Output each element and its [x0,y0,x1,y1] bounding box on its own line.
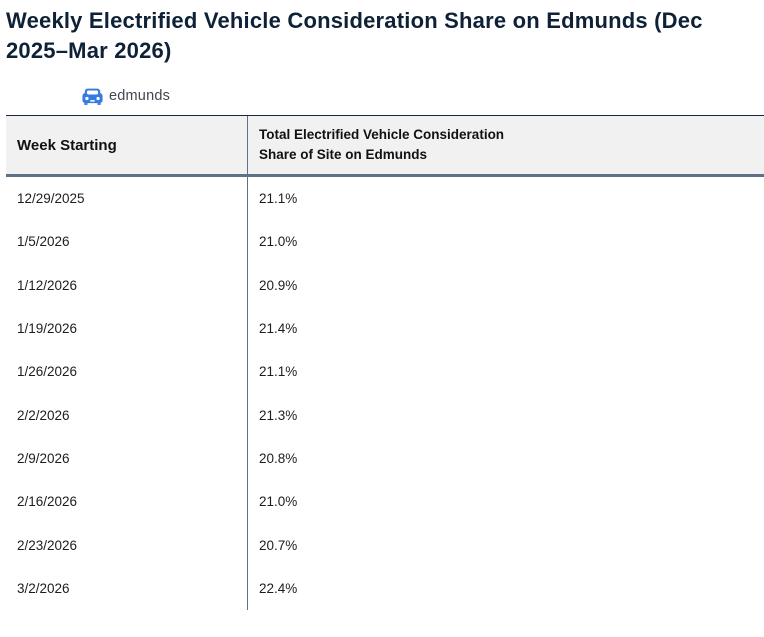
column-header-consideration-share: Total Electrified Vehicle Consideration … [247,116,764,174]
source-name: edmunds [109,88,171,104]
share-cell: 21.0% [247,220,764,264]
share-cell: 22.4% [247,566,764,610]
week-cell: 1/26/2026 [17,364,78,380]
week-cell: 2/16/2026 [17,494,78,510]
share-cell: 21.3% [247,393,764,437]
table-row: 1/26/2026 21.1% [6,350,764,394]
week-cell: 1/12/2026 [17,277,78,293]
share-cell: 20.7% [247,523,764,567]
share-cell: 21.4% [247,306,764,351]
week-cell: 2/23/2026 [17,537,78,553]
table-row: 2/2/2026 21.3% [6,393,764,437]
table-row: 2/9/2026 20.8% [6,436,764,481]
table-row: 1/12/2026 20.9% [6,263,764,307]
table-header-row: Week Starting Total Electrified Vehicle … [6,116,764,177]
share-cell: 21.1% [247,177,764,221]
table-row: 2/23/2026 20.7% [6,523,764,567]
share-cell: 20.9% [247,263,764,307]
share-cell: 20.8% [247,436,764,481]
week-cell: 2/9/2026 [17,450,70,466]
week-cell: 3/2/2026 [17,580,70,596]
week-cell: 1/5/2026 [17,234,70,250]
table-row: 1/5/2026 21.0% [6,220,764,264]
week-cell: 2/2/2026 [17,407,70,423]
table-row: 1/19/2026 21.4% [6,306,764,351]
share-cell: 21.1% [247,350,764,394]
column-header-week-starting: Week Starting [17,136,117,154]
table-row: 12/29/2025 21.1% [6,177,764,221]
source-attribution: edmunds [82,86,764,106]
column-header-line1: Total Electrified Vehicle Consideration [259,127,505,142]
table-body: 12/29/2025 21.1% 1/5/2026 21.0% 1/12/202… [6,177,764,610]
week-cell: 12/29/2025 [17,191,85,207]
table-row: 3/2/2026 22.4% [6,566,764,610]
week-cell: 1/19/2026 [17,321,78,337]
page-title: Weekly Electrified Vehicle Consideration… [6,8,703,63]
column-header-line2: Share of Site on Edmunds [259,147,428,162]
share-cell: 21.0% [247,480,764,524]
table-row: 2/16/2026 21.0% [6,480,764,524]
car-icon [82,88,103,105]
data-table: Week Starting Total Electrified Vehicle … [6,115,764,610]
